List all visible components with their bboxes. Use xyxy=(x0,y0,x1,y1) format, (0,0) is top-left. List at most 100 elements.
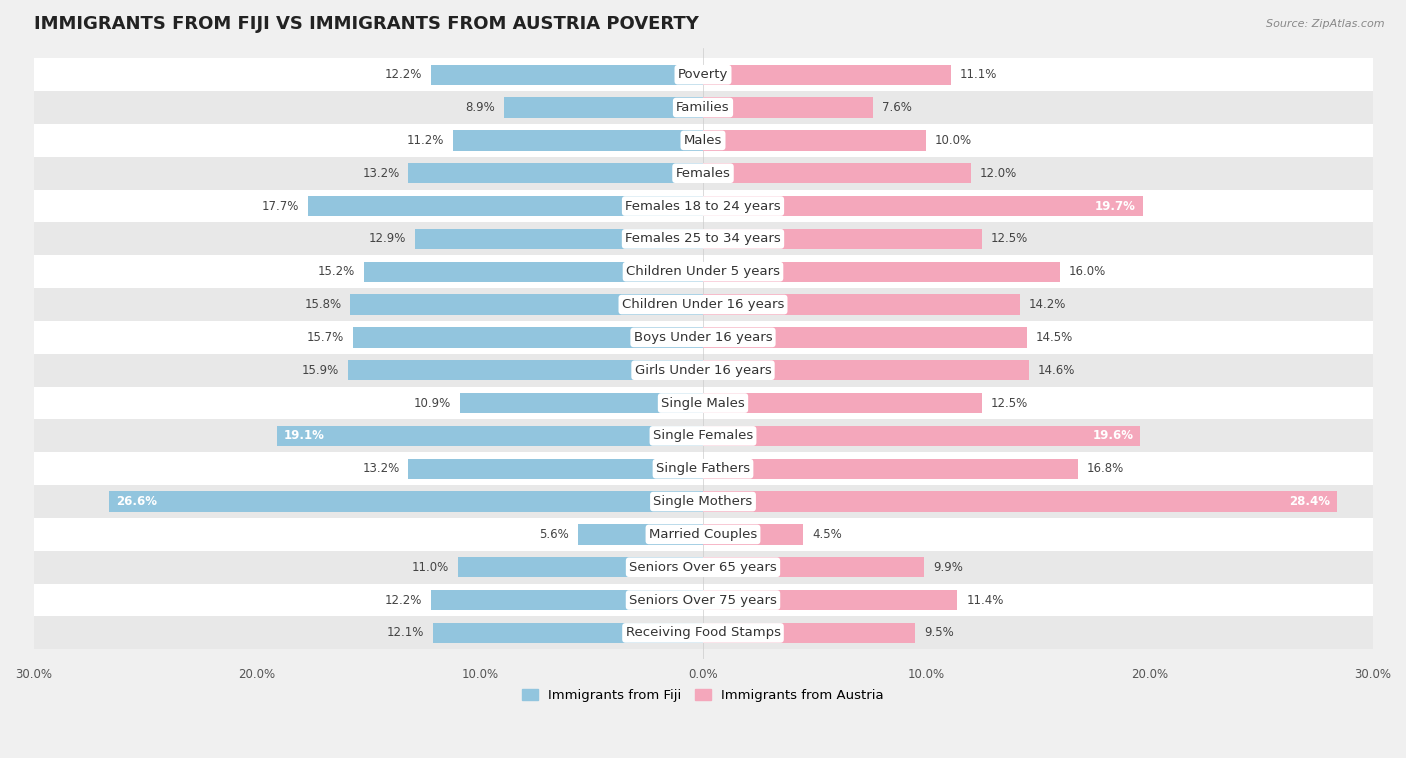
Bar xyxy=(364,262,703,282)
Bar xyxy=(34,419,1372,453)
Text: 9.9%: 9.9% xyxy=(932,561,963,574)
Text: 19.1%: 19.1% xyxy=(284,429,325,443)
Text: 16.8%: 16.8% xyxy=(1087,462,1123,475)
Text: 10.9%: 10.9% xyxy=(413,396,451,409)
Bar xyxy=(350,294,703,315)
Text: 4.5%: 4.5% xyxy=(813,528,842,541)
Text: 11.2%: 11.2% xyxy=(406,134,444,147)
Bar xyxy=(703,623,915,643)
Text: 13.2%: 13.2% xyxy=(363,462,399,475)
Text: Females 25 to 34 years: Females 25 to 34 years xyxy=(626,233,780,246)
Text: 11.4%: 11.4% xyxy=(966,594,1004,606)
Text: Single Males: Single Males xyxy=(661,396,745,409)
Bar xyxy=(110,491,703,512)
Bar xyxy=(453,130,703,151)
Bar xyxy=(34,485,1372,518)
Bar xyxy=(34,288,1372,321)
Bar xyxy=(703,327,1026,348)
Bar xyxy=(703,525,803,544)
Text: 12.5%: 12.5% xyxy=(991,233,1028,246)
Bar xyxy=(578,525,703,544)
Bar xyxy=(505,97,703,117)
Text: Seniors Over 75 years: Seniors Over 75 years xyxy=(628,594,778,606)
Text: 14.5%: 14.5% xyxy=(1035,331,1073,344)
Text: Children Under 16 years: Children Under 16 years xyxy=(621,298,785,311)
Text: 13.2%: 13.2% xyxy=(363,167,399,180)
Bar xyxy=(34,58,1372,91)
Bar xyxy=(703,294,1019,315)
Text: 15.9%: 15.9% xyxy=(302,364,339,377)
Bar xyxy=(353,327,703,348)
Text: 15.2%: 15.2% xyxy=(318,265,354,278)
Text: 7.6%: 7.6% xyxy=(882,101,911,114)
Bar xyxy=(703,229,981,249)
Text: Single Females: Single Females xyxy=(652,429,754,443)
Bar xyxy=(703,64,950,85)
Bar xyxy=(308,196,703,216)
Text: 12.5%: 12.5% xyxy=(991,396,1028,409)
Text: Boys Under 16 years: Boys Under 16 years xyxy=(634,331,772,344)
Bar xyxy=(703,196,1143,216)
Text: Girls Under 16 years: Girls Under 16 years xyxy=(634,364,772,377)
Text: 14.6%: 14.6% xyxy=(1038,364,1076,377)
Bar xyxy=(703,491,1337,512)
Text: Single Fathers: Single Fathers xyxy=(657,462,749,475)
Text: 15.7%: 15.7% xyxy=(307,331,343,344)
Bar xyxy=(34,321,1372,354)
Bar xyxy=(34,91,1372,124)
Bar xyxy=(433,623,703,643)
Bar xyxy=(34,354,1372,387)
Bar xyxy=(460,393,703,413)
Text: 12.2%: 12.2% xyxy=(384,68,422,81)
Bar xyxy=(34,124,1372,157)
Bar xyxy=(430,590,703,610)
Text: 9.5%: 9.5% xyxy=(924,626,953,640)
Bar xyxy=(430,64,703,85)
Text: Families: Families xyxy=(676,101,730,114)
Bar xyxy=(34,584,1372,616)
Text: 28.4%: 28.4% xyxy=(1289,495,1330,508)
Text: 12.0%: 12.0% xyxy=(980,167,1017,180)
Bar xyxy=(703,393,981,413)
Bar xyxy=(34,222,1372,255)
Bar xyxy=(408,459,703,479)
Bar xyxy=(349,360,703,381)
Bar xyxy=(703,590,957,610)
Bar xyxy=(34,518,1372,551)
Text: 12.2%: 12.2% xyxy=(384,594,422,606)
Bar xyxy=(34,190,1372,222)
Bar xyxy=(703,426,1140,446)
Bar xyxy=(34,255,1372,288)
Text: 10.0%: 10.0% xyxy=(935,134,972,147)
Text: Married Couples: Married Couples xyxy=(650,528,756,541)
Bar xyxy=(703,262,1060,282)
Bar xyxy=(34,157,1372,190)
Text: Children Under 5 years: Children Under 5 years xyxy=(626,265,780,278)
Legend: Immigrants from Fiji, Immigrants from Austria: Immigrants from Fiji, Immigrants from Au… xyxy=(517,684,889,707)
Text: Receiving Food Stamps: Receiving Food Stamps xyxy=(626,626,780,640)
Text: 26.6%: 26.6% xyxy=(117,495,157,508)
Bar xyxy=(34,616,1372,650)
Text: 12.1%: 12.1% xyxy=(387,626,425,640)
Bar xyxy=(408,163,703,183)
Text: 19.6%: 19.6% xyxy=(1092,429,1133,443)
Bar xyxy=(277,426,703,446)
Bar xyxy=(34,387,1372,419)
Bar xyxy=(415,229,703,249)
Text: 5.6%: 5.6% xyxy=(540,528,569,541)
Text: Source: ZipAtlas.com: Source: ZipAtlas.com xyxy=(1267,19,1385,29)
Text: 11.0%: 11.0% xyxy=(412,561,449,574)
Bar xyxy=(457,557,703,578)
Text: 12.9%: 12.9% xyxy=(368,233,406,246)
Bar xyxy=(703,459,1078,479)
Text: 17.7%: 17.7% xyxy=(262,199,299,212)
Text: 11.1%: 11.1% xyxy=(960,68,997,81)
Text: IMMIGRANTS FROM FIJI VS IMMIGRANTS FROM AUSTRIA POVERTY: IMMIGRANTS FROM FIJI VS IMMIGRANTS FROM … xyxy=(34,15,699,33)
Bar xyxy=(703,130,927,151)
Text: Single Mothers: Single Mothers xyxy=(654,495,752,508)
Text: Males: Males xyxy=(683,134,723,147)
Text: Females 18 to 24 years: Females 18 to 24 years xyxy=(626,199,780,212)
Text: 19.7%: 19.7% xyxy=(1095,199,1136,212)
Text: Females: Females xyxy=(675,167,731,180)
Text: 16.0%: 16.0% xyxy=(1069,265,1107,278)
